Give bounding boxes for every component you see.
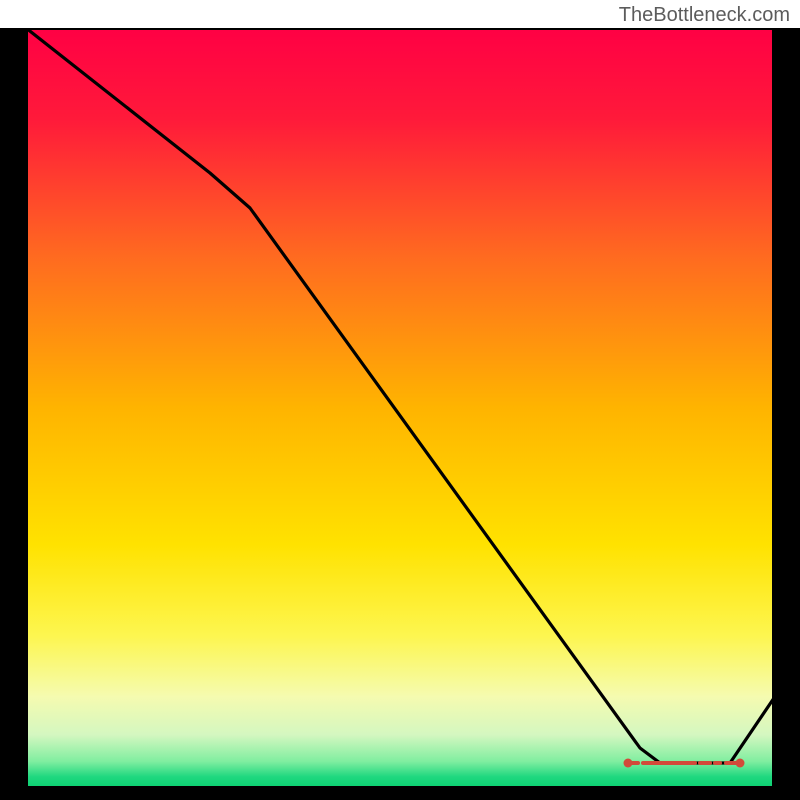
attribution-text: TheBottleneck.com bbox=[619, 4, 790, 27]
chart-svg bbox=[0, 28, 800, 800]
chart-area bbox=[0, 28, 800, 800]
chart-container: TheBottleneck.com bbox=[0, 0, 800, 800]
